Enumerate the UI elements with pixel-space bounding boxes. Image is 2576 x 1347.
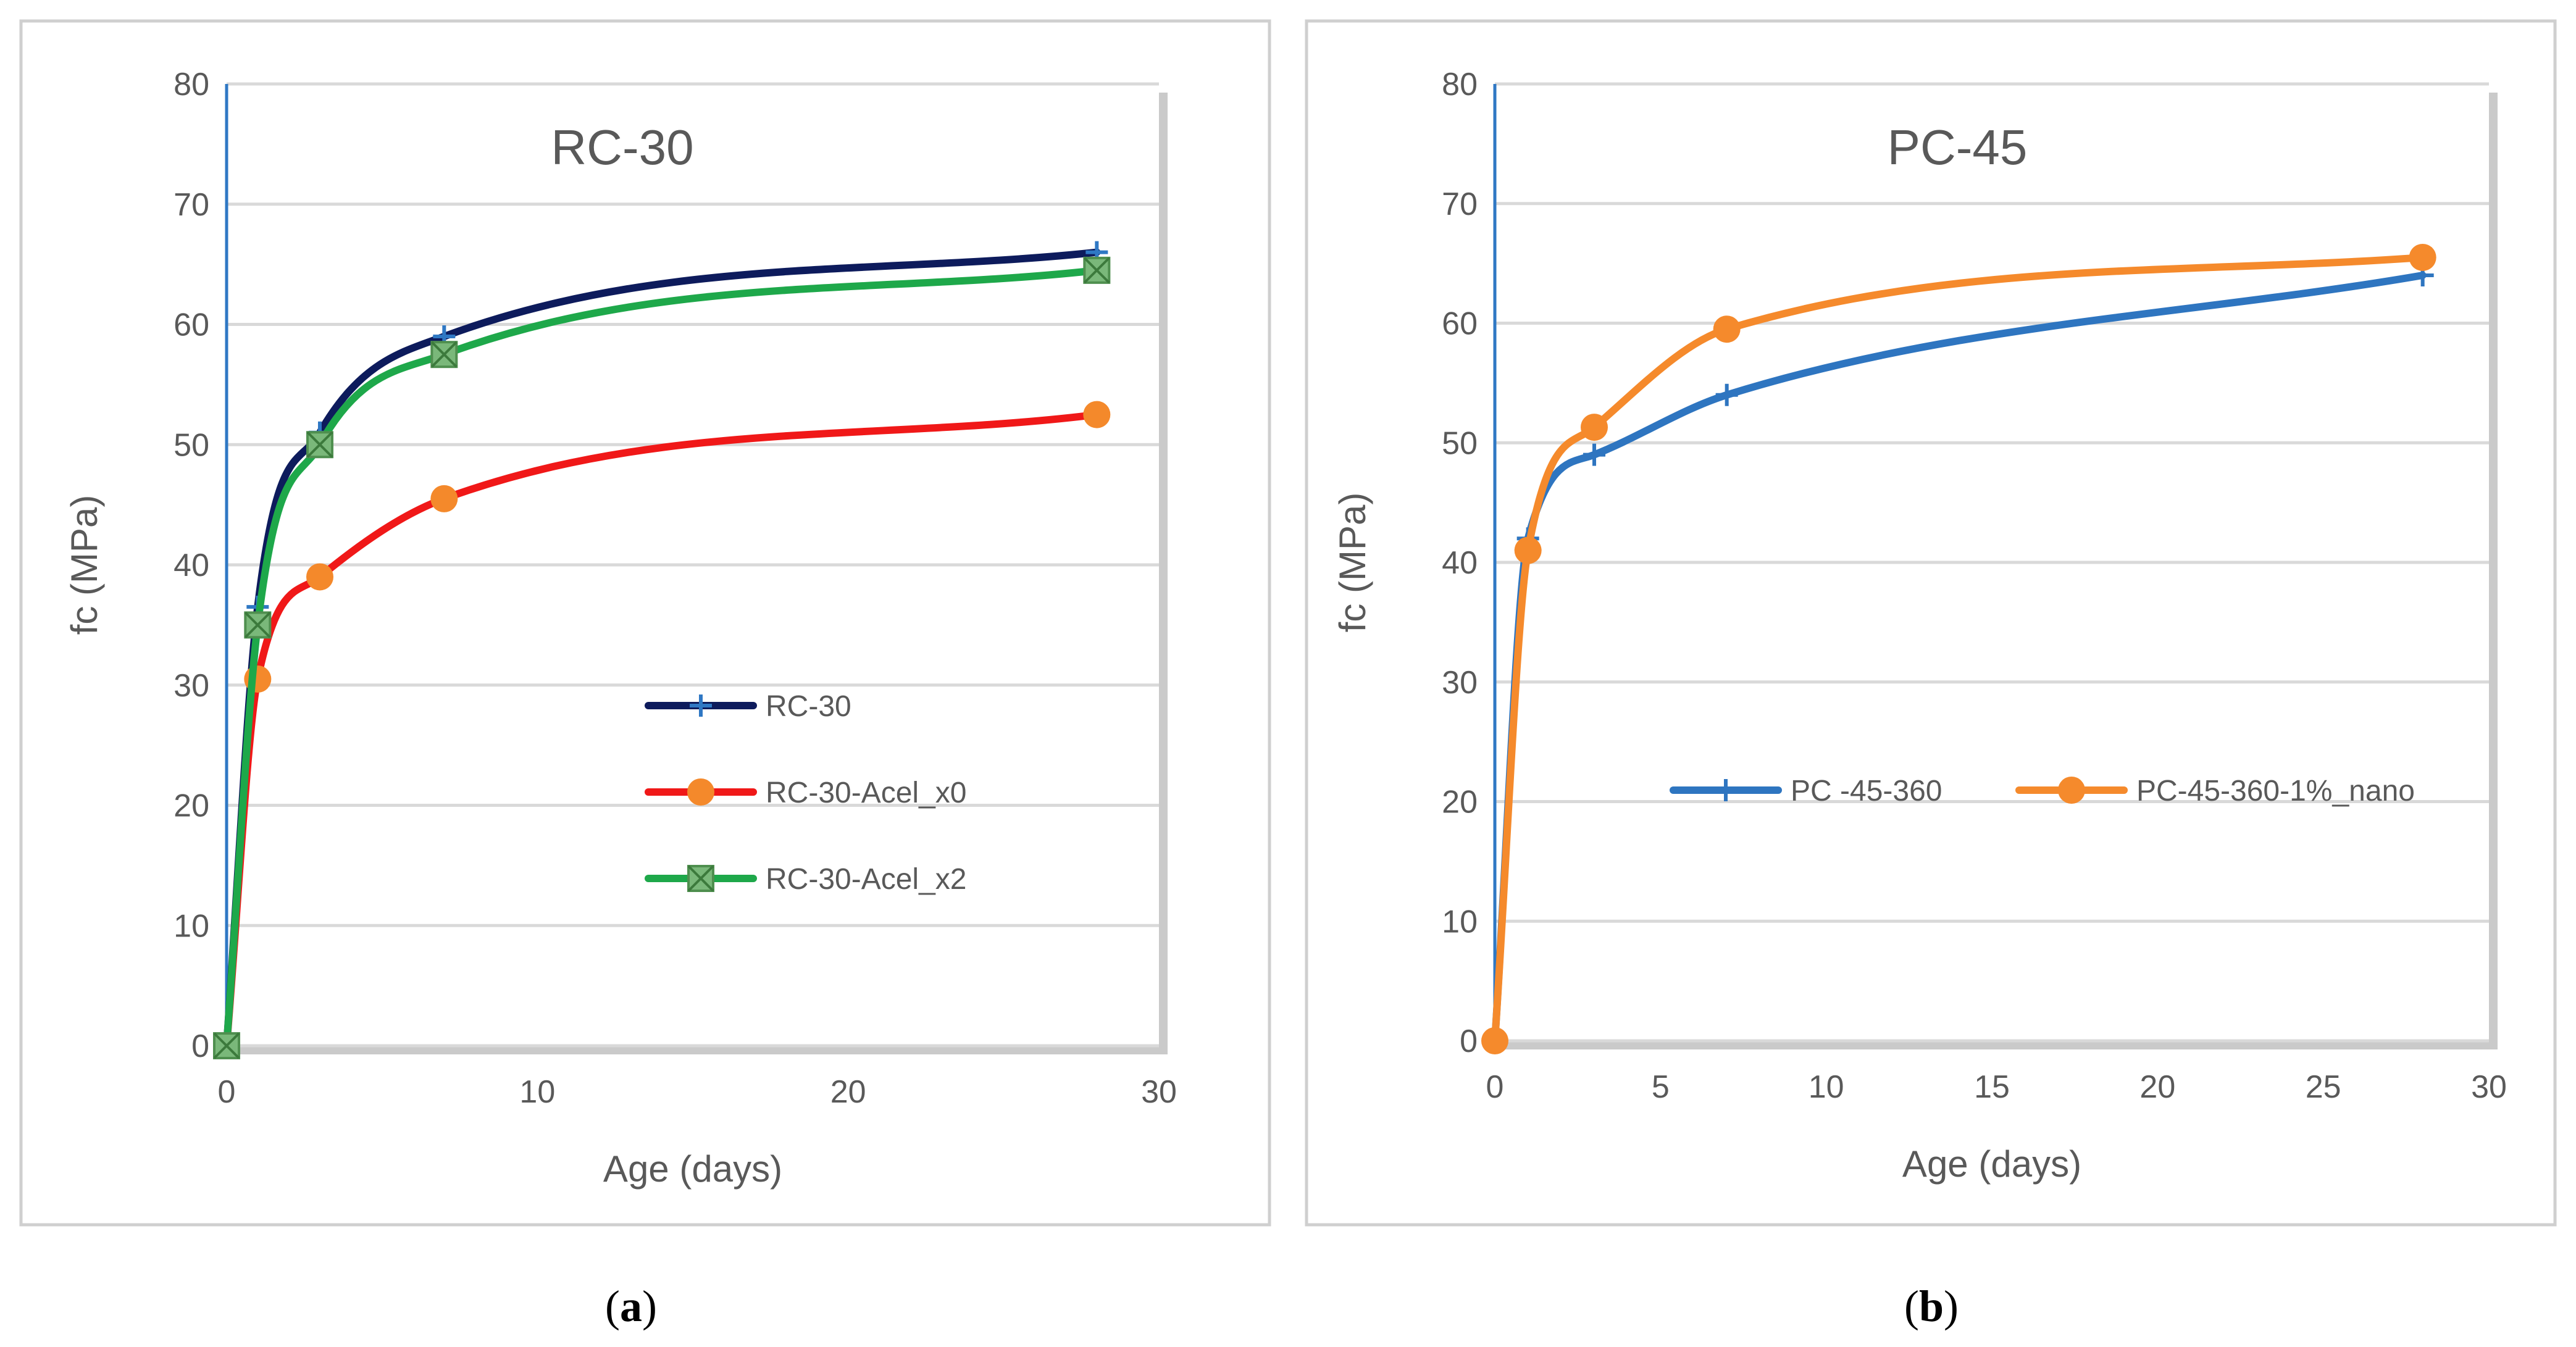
chart-a-ytick-label-30: 30 xyxy=(174,668,209,704)
chart-b-xtick-label-10: 10 xyxy=(1809,1069,1844,1105)
chart-b-xtick-label-20: 20 xyxy=(2139,1069,2175,1105)
chart-panel-a: 0 10 20 30 40 50 60 70 80 0 10 20 30 RC-30 Age (days) f… xyxy=(19,19,1271,1227)
chart-b-ytick-label-70: 70 xyxy=(1442,186,1478,222)
chart-a-ylabel: fc (MPa) xyxy=(64,495,105,635)
chart-b-ytick-label-40: 40 xyxy=(1442,545,1478,581)
caption-b: (b) xyxy=(1904,1282,1959,1331)
chart-b-series-pc-45-360-1-nano-point-4 xyxy=(2409,243,2436,271)
chart-b-series-pc-45-360-1-nano-point-0 xyxy=(1481,1027,1508,1054)
chart-a-series-rc-30-acel-x2-point-4 xyxy=(1083,256,1111,284)
chart-b-series-pc-45-360-point-3 xyxy=(1715,383,1738,406)
chart-b-ytick-label-50: 50 xyxy=(1442,425,1478,461)
chart-b-legend-item-pc-45-360-1-nano: PC-45-360-1%_nano xyxy=(2015,775,2415,807)
chart-b-series-pc-45-360-1-nano-point-1 xyxy=(1514,536,1542,564)
chart-b-xtick-label-30: 30 xyxy=(2471,1069,2507,1105)
chart-a-xlabel: Age (days) xyxy=(603,1148,782,1190)
chart-a-legend-item-rc-30-acel-x0: RC-30-Acel_x0 xyxy=(645,777,966,809)
chart-a-legend-item-rc-30-acel-x2: RC-30-Acel_x2 xyxy=(645,863,966,896)
chart-b-legend-item-pc-45-360: PC -45-360 xyxy=(1670,775,1942,807)
chart-a-legend-marker-rc-30-acel-x2 xyxy=(687,865,714,892)
chart-a-series-rc-30-acel-x2-point-2 xyxy=(306,431,333,459)
chart-a-xtick-label-0: 0 xyxy=(218,1074,236,1110)
chart-b-legend-marker-pc-45-360-1-nano xyxy=(2058,777,2085,804)
chart-a-legend-label-rc-30-acel-x0: RC-30-Acel_x0 xyxy=(766,777,966,809)
chart-b-ylabel: fc (MPa) xyxy=(1332,493,1373,633)
chart-a-legend-marker-rc-30 xyxy=(690,694,712,717)
chart-a-ytick-label-20: 20 xyxy=(174,788,209,824)
chart-b-xtick-label-5: 5 xyxy=(1652,1069,1670,1105)
chart-b-series-pc-45-360-1-nano-point-3 xyxy=(1713,315,1741,343)
chart-b-series-pc-45-360-point-2 xyxy=(1583,443,1605,466)
chart-b-xtick-label-25: 25 xyxy=(2306,1069,2341,1105)
chart-b-ytick-label-60: 60 xyxy=(1442,306,1478,342)
chart-b-legend-marker-pc-45-360 xyxy=(1715,779,1737,801)
chart-a-legend-label-rc-30: RC-30 xyxy=(766,690,851,723)
chart-a-series-rc-30-acel-x2-point-3 xyxy=(430,341,458,369)
chart-b-ytick-label-20: 20 xyxy=(1442,785,1478,820)
chart-b-legend-label-pc-45-360: PC -45-360 xyxy=(1791,775,1942,807)
chart-a-legend-marker-rc-30-acel-x0 xyxy=(687,778,714,806)
chart-b-xlabel: Age (days) xyxy=(1902,1143,2081,1185)
chart-a-ytick-label-50: 50 xyxy=(174,427,209,463)
chart-b-legend-label-pc-45-360-1-nano: PC-45-360-1%_nano xyxy=(2136,775,2415,807)
chart-a-legend-label-rc-30-acel-x2: RC-30-Acel_x2 xyxy=(766,863,966,896)
chart-b-legend: PC -45-360 PC-45-360-1%_nano xyxy=(1670,775,2415,807)
chart-a-series-rc-30-acel-x0-point-2 xyxy=(306,563,333,591)
chart-a-series-rc-30-acel-x2 xyxy=(213,256,1111,1059)
chart-a-ytick-label-0: 0 xyxy=(191,1028,209,1064)
chart-b-series-pc-45-360-1-nano-point-2 xyxy=(1581,414,1608,441)
chart-b-series-pc-45-360-1-nano xyxy=(1481,243,2436,1054)
chart-b-xtick-label-15: 15 xyxy=(1974,1069,2010,1105)
chart-a-series-rc-30-acel-x2-point-1 xyxy=(244,611,272,639)
chart-a-legend-item-rc-30: RC-30 xyxy=(645,690,851,723)
chart-a-ytick-label-60: 60 xyxy=(174,307,209,343)
chart-a-series-rc-30-acel-x0-point-4 xyxy=(1083,401,1111,428)
chart-b-ytick-label-80: 80 xyxy=(1442,67,1478,102)
chart-a-xtick-label-30: 30 xyxy=(1141,1074,1177,1110)
chart-a-title: RC-30 xyxy=(551,120,693,175)
chart-b-xtick-label-0: 0 xyxy=(1486,1069,1504,1105)
chart-b-ytick-label-0: 0 xyxy=(1460,1024,1478,1059)
chart-a-ytick-label-80: 80 xyxy=(174,67,209,102)
chart-a-xtick-label-10: 10 xyxy=(519,1074,555,1110)
chart-a-ytick-label-40: 40 xyxy=(174,548,209,583)
chart-a-xtick-label-20: 20 xyxy=(830,1074,866,1110)
chart-a-legend: RC-30 RC-30-Acel_x0 RC-30-Acel_x2 xyxy=(645,690,966,896)
caption-a: (a) xyxy=(605,1282,657,1331)
chart-panel-b: 0 10 20 30 40 50 60 70 80 0 5 10 15 20 25 30 PC-45 Age (d… xyxy=(1305,19,2557,1227)
chart-a-series-rc-30-acel-x2-point-0 xyxy=(213,1032,240,1059)
chart-b-ytick-label-30: 30 xyxy=(1442,665,1478,701)
chart-a-ytick-label-70: 70 xyxy=(174,187,209,223)
chart-b-ytick-label-10: 10 xyxy=(1442,904,1478,940)
chart-a-series-rc-30-acel-x0-point-3 xyxy=(430,485,458,512)
chart-b-title: PC-45 xyxy=(1888,120,2028,175)
chart-a-ytick-label-10: 10 xyxy=(174,908,209,944)
